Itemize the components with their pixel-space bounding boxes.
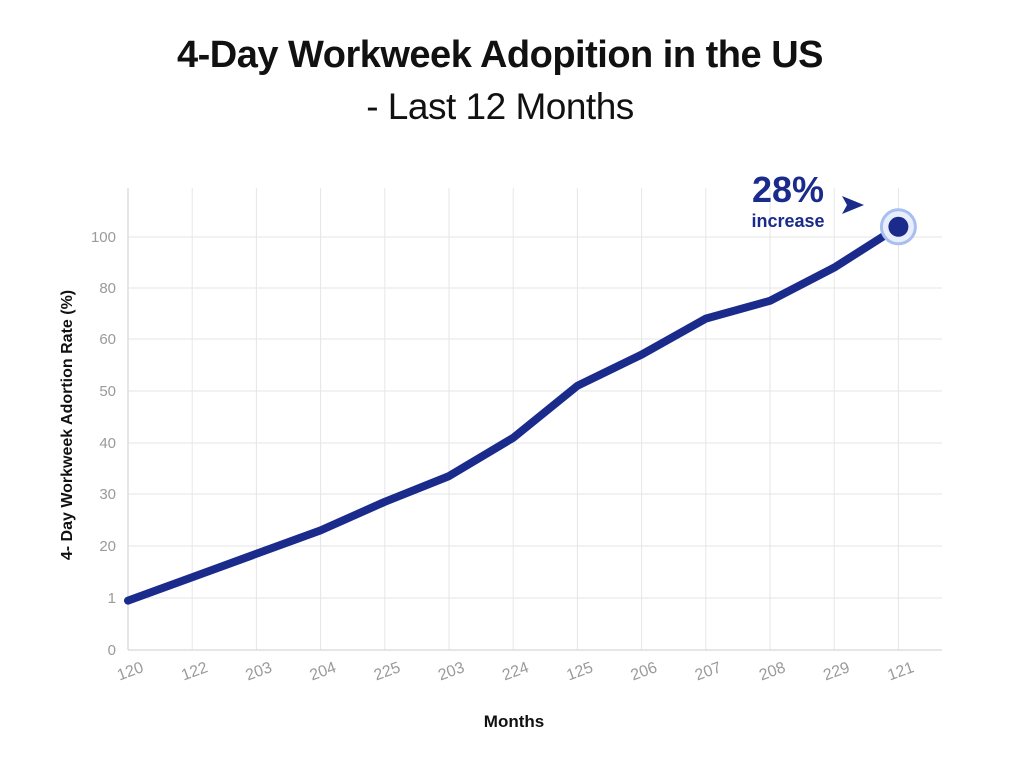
y-tick-label: 80 bbox=[99, 280, 116, 297]
y-tick-label: 50 bbox=[99, 383, 116, 400]
x-tick-label: 224 bbox=[500, 659, 531, 684]
series-line bbox=[124, 222, 903, 605]
x-tick-label: 122 bbox=[179, 659, 210, 684]
chart-title-line2: - Last 12 Months bbox=[366, 86, 634, 127]
y-tick-labels: 0 1 20 30 40 50 60 80 100 bbox=[91, 229, 116, 659]
x-tick-label: 120 bbox=[115, 659, 146, 684]
x-tick-label: 229 bbox=[821, 659, 852, 684]
y-tick-label: 40 bbox=[99, 435, 116, 452]
chart-title-line1: 4-Day Workweek Adopition in the US bbox=[177, 34, 823, 76]
x-tick-label: 206 bbox=[629, 659, 660, 684]
x-tick-label: 208 bbox=[757, 659, 788, 684]
axis-layer bbox=[127, 188, 942, 651]
x-tick-labels: 120 122 203 204 225 203 224 125 206 207 208 229 121 bbox=[115, 659, 916, 684]
endpoint-marker bbox=[888, 216, 909, 237]
annotation-arrow-icon bbox=[842, 196, 864, 214]
x-tick-label: 125 bbox=[564, 659, 595, 684]
annotation-value: 28% bbox=[752, 169, 824, 210]
annotation-label: increase bbox=[751, 211, 824, 231]
annotation-layer: 28% increase bbox=[751, 169, 864, 231]
y-tick-label: 1 bbox=[108, 590, 116, 607]
y-tick-label: 60 bbox=[99, 331, 116, 348]
y-axis-title: 4- Day Workweek Adortion Rate (%) bbox=[59, 290, 76, 560]
y-tick-label: 100 bbox=[91, 229, 116, 246]
x-tick-label: 204 bbox=[308, 659, 339, 684]
series-layer bbox=[124, 208, 917, 605]
y-tick-label: 20 bbox=[99, 538, 116, 555]
y-tick-label: 30 bbox=[99, 486, 116, 503]
x-tick-label: 225 bbox=[372, 659, 403, 684]
x-axis-title: Months bbox=[484, 712, 544, 731]
x-tick-label: 121 bbox=[885, 659, 916, 684]
x-tick-label: 207 bbox=[693, 659, 724, 684]
y-tick-label: 0 bbox=[108, 642, 116, 659]
grid-layer bbox=[128, 188, 942, 650]
x-tick-label: 203 bbox=[436, 659, 467, 684]
x-tick-label: 203 bbox=[243, 659, 274, 684]
